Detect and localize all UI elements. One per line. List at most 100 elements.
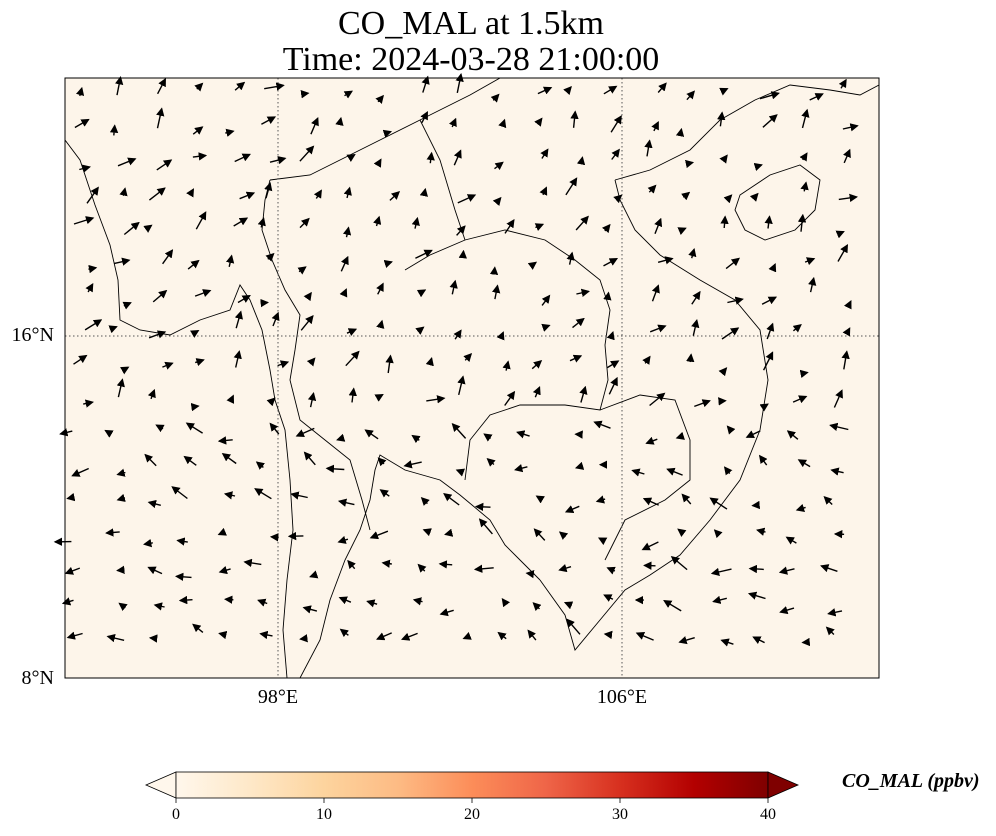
wind-arrow xyxy=(79,164,91,173)
wind-arrow xyxy=(303,451,316,466)
wind-arrow xyxy=(412,597,423,606)
wind-arrow xyxy=(217,436,233,445)
wind-arrow xyxy=(726,425,736,435)
wind-arrow xyxy=(558,564,572,573)
wind-arrow xyxy=(842,327,851,337)
wind-arrow xyxy=(651,120,659,132)
wind-arrow xyxy=(457,194,477,204)
wind-arrow xyxy=(223,491,236,500)
wind-arrow xyxy=(171,486,188,500)
wind-arrow xyxy=(723,466,733,476)
wind-arrow xyxy=(759,403,769,412)
wind-arrow xyxy=(473,564,494,573)
wind-arrow xyxy=(369,530,389,540)
wind-arrow xyxy=(373,158,382,168)
wind-arrow xyxy=(346,153,356,162)
wind-arrow xyxy=(540,148,549,159)
wind-arrow xyxy=(823,496,833,506)
wind-arrow xyxy=(575,215,589,231)
wind-arrow xyxy=(827,608,843,617)
wind-arrow xyxy=(541,323,551,332)
coastline-west xyxy=(65,139,294,678)
wind-arrow xyxy=(532,386,541,398)
wind-arrow xyxy=(677,528,687,537)
wind-arrow xyxy=(347,559,356,570)
wind-arrow xyxy=(300,90,310,99)
wind-arrow xyxy=(233,217,249,227)
wind-arrow xyxy=(271,311,280,327)
wind-arrow xyxy=(259,630,273,640)
wind-arrow xyxy=(686,353,695,363)
wind-arrow xyxy=(116,493,126,502)
wind-arrow xyxy=(88,264,98,274)
wind-arrow xyxy=(417,563,427,573)
wind-arrow xyxy=(266,397,276,407)
wind-arrow xyxy=(710,567,732,577)
wind-arrow xyxy=(186,188,195,198)
north-vietnam-coast xyxy=(614,84,879,181)
gridlines xyxy=(65,78,879,678)
wind-arrow xyxy=(264,182,273,199)
wind-arrow xyxy=(155,424,165,433)
wind-arrow xyxy=(234,153,251,163)
wind-arrow xyxy=(576,156,586,166)
wind-arrow xyxy=(534,117,543,127)
wind-arrow xyxy=(566,618,581,635)
wind-arrow xyxy=(608,376,618,395)
wind-arrow xyxy=(400,632,418,641)
south-coast xyxy=(539,179,769,651)
wind-arrow xyxy=(265,252,275,262)
lon-tick-98e: 98°E xyxy=(257,686,299,708)
wind-arrow xyxy=(348,387,357,403)
wind-arrow xyxy=(299,217,310,229)
wind-arrow xyxy=(176,537,188,546)
wind-arrow xyxy=(147,566,163,575)
wind-arrow xyxy=(534,223,545,231)
wind-arrow xyxy=(830,467,844,476)
wind-arrow xyxy=(833,389,843,408)
wind-arrow xyxy=(185,422,203,434)
wind-arrow xyxy=(799,369,809,379)
cambodia-border xyxy=(599,394,691,561)
wind-arrow xyxy=(497,631,507,641)
wind-arrow xyxy=(800,181,809,192)
wind-arrow xyxy=(187,259,200,270)
map-subtitle-time: Time: 2024-03-28 21:00:00 xyxy=(282,41,660,78)
wind-arrow xyxy=(243,558,262,568)
wind-arrow xyxy=(825,626,835,636)
wind-arrow xyxy=(463,352,473,362)
wind-arrow xyxy=(785,536,797,545)
wind-arrow xyxy=(504,390,516,406)
wind-arrow xyxy=(666,467,683,476)
wind-arrow xyxy=(118,602,128,612)
wind-arrow xyxy=(337,498,355,507)
wind-arrow xyxy=(299,634,308,643)
thai-gulf-coast xyxy=(299,454,541,678)
wind-arrow xyxy=(663,599,682,612)
wind-arrow xyxy=(376,319,385,329)
wind-arrow xyxy=(527,261,538,270)
lat-tick-16n: 16°N xyxy=(11,324,54,346)
wind-arrow xyxy=(533,528,546,541)
wind-arrow xyxy=(224,595,234,604)
wind-arrow xyxy=(153,602,165,611)
wind-arrow xyxy=(64,566,81,575)
wind-arrow xyxy=(762,114,778,128)
wind-arrow xyxy=(799,152,808,162)
wind-arrow xyxy=(514,464,528,473)
wind-arrow xyxy=(313,189,322,199)
wind-arrow xyxy=(768,263,777,273)
wind-arrow xyxy=(415,326,425,335)
wind-arrow xyxy=(719,154,728,164)
wind-arrow xyxy=(421,75,430,93)
colorbar-label: CO_MAL (ppbv) xyxy=(842,770,980,792)
wind-arrow xyxy=(494,161,504,171)
colorbar-tick-30: 30 xyxy=(612,806,628,823)
wind-arrow xyxy=(381,559,392,568)
wind-arrow xyxy=(603,85,618,95)
wind-arrow xyxy=(389,191,401,201)
wind-arrow xyxy=(335,116,344,127)
wind-arrow xyxy=(670,556,688,571)
wind-arrow xyxy=(411,216,420,229)
wind-arrow xyxy=(752,636,765,644)
